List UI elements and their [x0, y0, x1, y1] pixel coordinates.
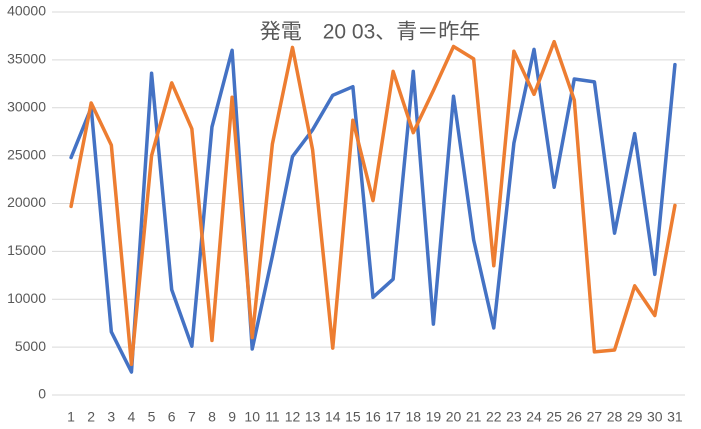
y-tick-label: 0 [38, 386, 46, 402]
x-tick-label: 2 [87, 409, 95, 425]
x-tick-label: 8 [208, 409, 216, 425]
x-tick-label: 28 [607, 409, 623, 425]
series-line [69, 47, 677, 374]
x-tick-label: 30 [647, 409, 663, 425]
x-tick-label: 31 [667, 409, 683, 425]
series-line [69, 39, 677, 367]
chart-title: 発電 20 03、青＝昨年 [260, 21, 481, 44]
y-tick-label: 35000 [7, 51, 46, 67]
x-tick-label: 29 [627, 409, 643, 425]
x-tick-label: 14 [325, 409, 341, 425]
x-tick-label: 16 [365, 409, 381, 425]
x-tick-label: 6 [168, 409, 176, 425]
y-tick-label: 5000 [15, 338, 46, 354]
x-tick-label: 27 [587, 409, 603, 425]
y-tick-label: 20000 [7, 194, 46, 210]
x-tick-label: 22 [486, 409, 502, 425]
x-tick-label: 3 [107, 409, 115, 425]
x-tick-label: 11 [265, 409, 280, 425]
x-tick-label: 18 [405, 409, 421, 425]
x-tick-label: 9 [228, 409, 236, 425]
y-tick-label: 25000 [7, 146, 46, 162]
y-tick-label: 30000 [7, 98, 46, 114]
x-tick-label: 15 [345, 409, 361, 425]
y-tick-label: 40000 [7, 3, 46, 19]
x-tick-label: 24 [526, 409, 542, 425]
x-tick-label: 1 [67, 409, 75, 425]
x-tick-label: 17 [385, 409, 401, 425]
x-tick-label: 21 [466, 409, 482, 425]
x-tick-label: 13 [305, 409, 321, 425]
x-tick-label: 7 [188, 409, 196, 425]
x-tick-label: 12 [285, 409, 301, 425]
x-tick-label: 4 [128, 409, 136, 425]
x-tick-label: 20 [446, 409, 462, 425]
x-tick-label: 5 [148, 409, 156, 425]
y-tick-label: 15000 [7, 242, 46, 258]
y-tick-label: 10000 [7, 290, 46, 306]
x-tick-label: 10 [244, 409, 260, 425]
x-tick-label: 25 [546, 409, 562, 425]
x-tick-label: 23 [506, 409, 522, 425]
x-tick-label: 26 [567, 409, 583, 425]
x-tick-label: 19 [426, 409, 442, 425]
